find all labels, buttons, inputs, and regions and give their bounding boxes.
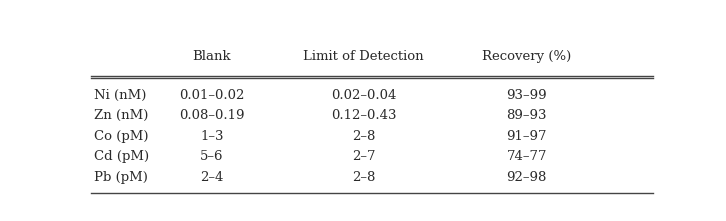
Text: Cd (pM): Cd (pM)	[94, 150, 149, 163]
Text: 93–99: 93–99	[507, 89, 547, 102]
Text: Blank: Blank	[192, 50, 231, 63]
Text: 0.12–0.43: 0.12–0.43	[331, 109, 396, 122]
Text: Co (pM): Co (pM)	[94, 130, 148, 143]
Text: 5–6: 5–6	[200, 150, 224, 163]
Text: 74–77: 74–77	[507, 150, 547, 163]
Text: Zn (nM): Zn (nM)	[94, 109, 148, 122]
Text: 0.08–0.19: 0.08–0.19	[179, 109, 245, 122]
Text: Ni (nM): Ni (nM)	[94, 89, 146, 102]
Text: 2–7: 2–7	[352, 150, 375, 163]
Text: 2–8: 2–8	[352, 171, 375, 184]
Text: 2–8: 2–8	[352, 130, 375, 143]
Text: 2–4: 2–4	[200, 171, 224, 184]
Text: Limit of Detection: Limit of Detection	[303, 50, 424, 63]
Text: 0.01–0.02: 0.01–0.02	[179, 89, 245, 102]
Text: Pb (pM): Pb (pM)	[94, 171, 147, 184]
Text: 92–98: 92–98	[507, 171, 547, 184]
Text: Recovery (%): Recovery (%)	[482, 50, 571, 63]
Text: 89–93: 89–93	[507, 109, 547, 122]
Text: 1–3: 1–3	[200, 130, 224, 143]
Text: 91–97: 91–97	[507, 130, 547, 143]
Text: 0.02–0.04: 0.02–0.04	[331, 89, 396, 102]
